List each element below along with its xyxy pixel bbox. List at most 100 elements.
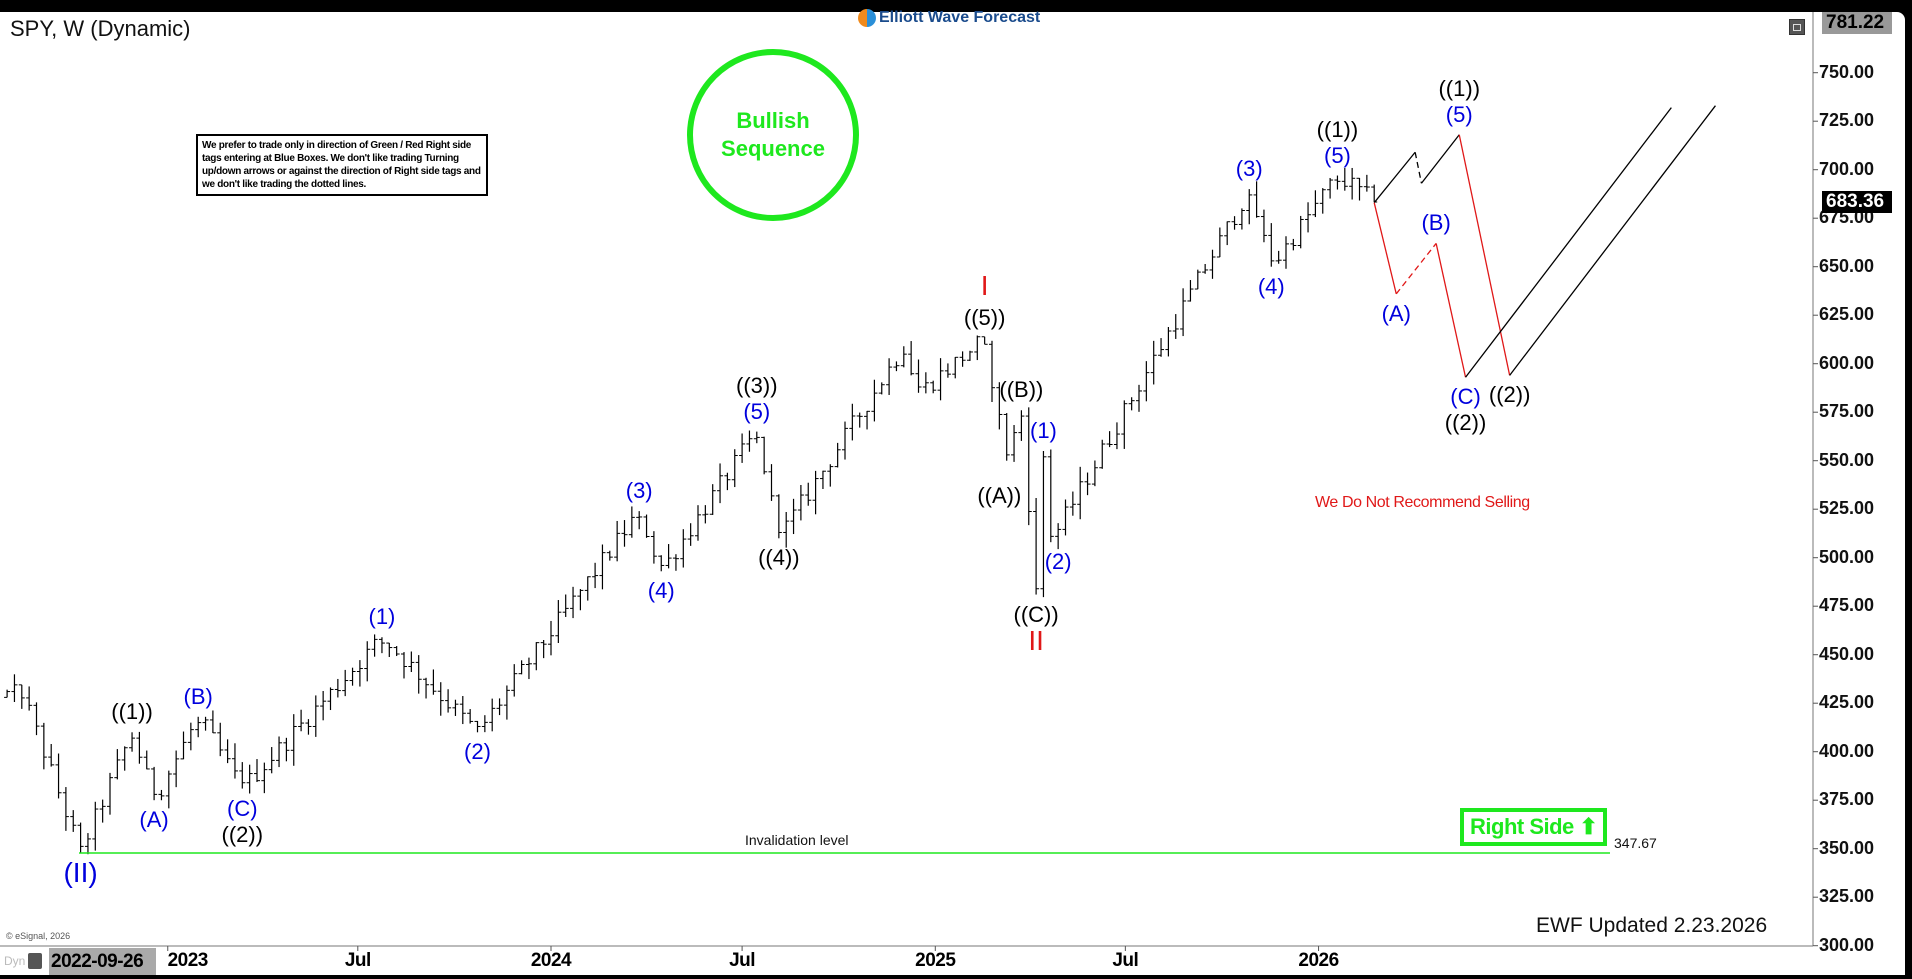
ohlc-bar: [92, 801, 99, 851]
ohlc-bar: [1099, 439, 1106, 469]
ohlc-bar: [1025, 407, 1032, 526]
ohlc-bar: [540, 639, 547, 659]
x-tick-label: Jul: [344, 950, 371, 971]
ohlc-bar: [922, 372, 929, 394]
ohlc-bar: [1011, 425, 1018, 462]
ohlc-bar: [680, 529, 687, 568]
ohlc-bar: [930, 380, 937, 394]
wave-label: (5): [743, 398, 771, 424]
time-axis-ticks: [167, 946, 1320, 951]
ohlc-bar: [1158, 338, 1165, 357]
ohlc-bar: [878, 382, 885, 395]
ohlc-bar: [1062, 499, 1069, 536]
ohlc-bar: [1040, 451, 1047, 598]
x-tick-label: 2026: [1298, 950, 1339, 971]
ohlc-bar: [401, 652, 407, 679]
ohlc-bar: [871, 379, 878, 422]
ohlc-bar: [702, 505, 709, 524]
dynamic-label[interactable]: Dyn: [4, 954, 26, 968]
ohlc-bar: [665, 544, 672, 569]
ohlc-bar: [1341, 167, 1348, 191]
wave-label: (B): [1421, 210, 1451, 236]
ohlc-bar: [40, 722, 47, 770]
wave-label: ((1)): [111, 699, 153, 725]
ohlc-bar: [849, 403, 856, 441]
wave-label: (3): [1235, 156, 1263, 182]
ohlc-bar: [48, 744, 55, 767]
projection-segment: [1509, 105, 1716, 376]
y-tick-label: 750.00: [1819, 61, 1875, 82]
ohlc-bar: [1231, 216, 1238, 230]
ohlc-bar: [1209, 249, 1216, 279]
ohlc-bar: [459, 696, 466, 725]
ohlc-bar: [1172, 314, 1179, 339]
ohlc-bar: [937, 358, 944, 401]
wave-label: ((A)): [977, 483, 1022, 509]
ohlc-bar: [18, 684, 25, 709]
ohlc-bar: [1327, 177, 1334, 199]
ohlc-bar: [84, 833, 91, 855]
ohlc-bar: [900, 346, 907, 368]
ohlc-bar: [349, 667, 356, 686]
ohlc-bar: [592, 562, 599, 589]
ohlc-bar: [1091, 460, 1098, 487]
ohlc-bar: [254, 759, 260, 783]
ohlc-bar: [606, 550, 613, 561]
ohlc-bar: [231, 743, 238, 779]
ohlc-bar: [364, 641, 371, 682]
ohlc-bar: [378, 637, 385, 654]
ohlc-bar: [1319, 188, 1326, 214]
ohlc-bar: [1268, 223, 1275, 267]
ohlc-bar: [217, 722, 224, 757]
ohlc-bar: [724, 472, 731, 491]
bullish-line2: Sequence: [721, 136, 825, 161]
ohlc-bar: [320, 691, 327, 721]
projection-paths: [1373, 105, 1716, 378]
right-side-label: Right Side: [1470, 814, 1574, 839]
high-price-tag: 781.22: [1822, 12, 1893, 34]
ohlc-bar: [33, 702, 40, 736]
ohlc-bar: [180, 731, 187, 760]
ohlc-bar: [356, 660, 363, 687]
ohlc-bar: [224, 739, 231, 764]
lock-icon[interactable]: [28, 953, 42, 969]
ohlc-bar: [283, 737, 290, 762]
projection-segment: [1373, 151, 1416, 204]
ohlc-bar: [1356, 177, 1363, 201]
ohlc-bar: [672, 554, 679, 571]
wave-label: (B): [183, 683, 213, 709]
ohlc-bar: [239, 762, 246, 789]
copyright: © eSignal, 2026: [6, 931, 71, 941]
y-tick-label: 450.00: [1819, 643, 1875, 664]
wave-label: ((5)): [963, 305, 1006, 331]
wave-label: ((4)): [758, 545, 800, 571]
ohlc-bar: [548, 620, 554, 656]
wave-label: (3): [625, 478, 653, 504]
x-tick-label: Jul: [1112, 950, 1139, 971]
wave-label: ((B)): [999, 377, 1044, 403]
wave-label: (A): [139, 807, 169, 833]
invalidation-label: Invalidation level: [745, 832, 849, 848]
projection-segment: [1465, 107, 1672, 378]
ohlc-bar: [628, 506, 635, 538]
invalidation-value: 347.67: [1614, 835, 1657, 851]
restore-window-icon[interactable]: [1789, 19, 1805, 35]
ohlc-bar: [290, 714, 297, 766]
y-tick-label: 650.00: [1819, 255, 1875, 276]
ohlc-bar: [746, 430, 753, 452]
ohlc-bar: [819, 470, 826, 489]
wave-label: ((C)): [1013, 601, 1059, 627]
wave-label: I: [980, 270, 989, 302]
ohlc-bar: [1055, 523, 1062, 550]
ohlc-bar: [1275, 250, 1282, 264]
ohlc-bar: [709, 484, 716, 515]
ohlc-bar: [687, 523, 694, 546]
ohlc-bar: [856, 412, 863, 428]
projection-segment: [1414, 152, 1423, 184]
ohlc-bar: [246, 764, 253, 794]
ohlc-bar: [1238, 208, 1245, 230]
wave-label: ((2)): [1444, 410, 1487, 436]
ohlc-bar: [797, 484, 804, 521]
ohlc-bar: [1216, 227, 1223, 258]
